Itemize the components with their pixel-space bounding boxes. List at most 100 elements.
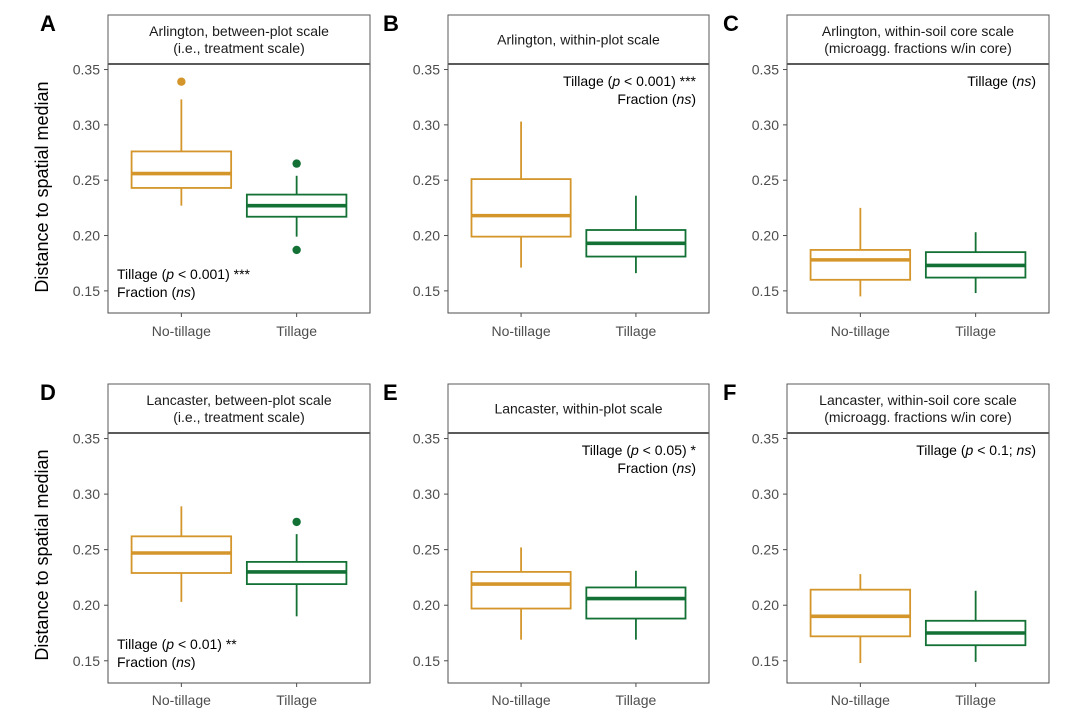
stat-annotation: Fraction (ns): [117, 654, 196, 670]
x-tick-label: No-tillage: [831, 323, 890, 339]
y-tick-label: 0.20: [73, 597, 100, 613]
panel-letter: C: [723, 11, 739, 36]
x-tick-label: Tillage: [955, 323, 996, 339]
panel-letter: D: [40, 380, 56, 405]
facet-title: Lancaster, between-plot scale: [146, 392, 331, 408]
x-tick-label: No-tillage: [492, 323, 551, 339]
box-no-tillage: [130, 77, 233, 206]
outlier-point: [177, 77, 186, 86]
y-tick-label: 0.35: [413, 62, 440, 78]
facet-title: (microagg. fractions w/in core): [824, 40, 1012, 56]
box-tillage: [245, 159, 348, 255]
panel-d: D Lancaster, between-plot scale(i.e., tre…: [40, 380, 371, 708]
x-tick-label: No-tillage: [831, 692, 890, 708]
box-iqr: [130, 150, 233, 189]
y-tick-label: 0.20: [73, 228, 100, 244]
stat-annotation: Fraction (ns): [617, 460, 696, 476]
x-tick-label: No-tillage: [152, 323, 211, 339]
y-tick-label: 0.30: [73, 486, 100, 502]
box-tillage: [585, 570, 687, 640]
y-tick-label: 0.15: [413, 283, 440, 299]
y-tick-label: 0.15: [73, 283, 100, 299]
box-tillage: [924, 590, 1027, 662]
stat-annotation: Tillage (p < 0.01) **: [117, 636, 237, 652]
x-tick-label: Tillage: [616, 692, 657, 708]
facet-strip: [786, 14, 1050, 65]
y-tick-label: 0.15: [413, 653, 440, 669]
y-tick-label: 0.25: [413, 172, 440, 188]
panel-b: B Arlington, within-plot scale 0.15 0.20 0.2…: [383, 11, 710, 339]
panel-f: F Lancaster, within-soil core scale(micro…: [723, 380, 1050, 708]
box-iqr: [585, 586, 687, 620]
y-tick-label: 0.35: [73, 62, 100, 78]
outlier-point: [292, 517, 301, 527]
facet-title: Arlington, between-plot scale: [149, 23, 329, 39]
y-tick-label: 0.30: [413, 486, 440, 502]
y-tick-label: 0.35: [73, 431, 100, 447]
panel-e: E Lancaster, within-plot scale 0.15 0.20 0.2…: [383, 380, 710, 708]
box-iqr: [470, 178, 572, 238]
y-tick-label: 0.30: [413, 117, 440, 133]
x-tick-label: No-tillage: [492, 692, 551, 708]
y-tick-label: 0.30: [752, 117, 779, 133]
y-tick-label: 0.30: [752, 486, 779, 502]
y-tick-label: 0.15: [752, 283, 779, 299]
box-iqr: [470, 570, 572, 610]
y-tick-label: 0.25: [413, 542, 440, 558]
y-tick-label: 0.30: [73, 117, 100, 133]
outlier-point: [292, 159, 301, 168]
y-tick-label: 0.15: [73, 653, 100, 669]
outlier-point: [292, 245, 301, 255]
facet-title: Lancaster, within-plot scale: [494, 401, 662, 417]
stat-annotation: Fraction (ns): [617, 91, 696, 107]
stat-annotation: Tillage (p < 0.001) ***: [563, 73, 697, 89]
box-no-tillage: [470, 121, 572, 268]
box-no-tillage: [470, 547, 572, 640]
box-iqr: [809, 588, 912, 638]
box-tillage: [585, 195, 687, 274]
box-iqr: [809, 249, 912, 281]
box-no-tillage: [809, 574, 912, 663]
y-tick-label: 0.35: [752, 431, 779, 447]
stat-annotation: Tillage (p < 0.1; ns): [916, 442, 1036, 458]
y-tick-label: 0.35: [752, 62, 779, 78]
box-no-tillage: [809, 207, 912, 297]
y-tick-label: 0.25: [752, 172, 779, 188]
y-tick-label: 0.20: [752, 597, 779, 613]
stat-annotation: Fraction (ns): [117, 284, 196, 300]
panel-letter: F: [723, 380, 736, 405]
y-tick-label: 0.25: [752, 542, 779, 558]
y-tick-label: 0.25: [73, 542, 100, 558]
facet-title: Arlington, within-plot scale: [497, 32, 660, 48]
stat-annotation: Tillage (p < 0.05) *: [582, 442, 697, 458]
facet-strip: [107, 383, 371, 434]
y-axis-label-bottom: Distance to spatial median: [32, 449, 52, 660]
facet-title: Lancaster, within-soil core scale: [819, 392, 1017, 408]
panel-letter: B: [383, 11, 399, 36]
facet-strip: [107, 14, 371, 65]
x-tick-label: Tillage: [276, 323, 317, 339]
y-tick-label: 0.20: [413, 597, 440, 613]
stat-annotation: Tillage (p < 0.001) ***: [117, 266, 251, 282]
facet-strip: [447, 383, 710, 434]
panel-a: A Arlington, between-plot scale(i.e., tre…: [40, 11, 371, 339]
y-tick-label: 0.20: [752, 228, 779, 244]
box-no-tillage: [130, 506, 233, 602]
panel-letter: E: [383, 380, 398, 405]
box-tillage: [924, 232, 1027, 294]
stat-annotation: Tillage (ns): [967, 73, 1036, 89]
facet-title: (i.e., treatment scale): [173, 40, 305, 56]
y-axis-label-top: Distance to spatial median: [32, 81, 52, 292]
facet-title: (microagg. fractions w/in core): [824, 409, 1012, 425]
y-tick-label: 0.15: [752, 653, 779, 669]
panels-container: A Arlington, between-plot scale(i.e., tre…: [40, 11, 1050, 708]
panel-c: C Arlington, within-soil core scale(micro…: [723, 11, 1050, 339]
x-tick-label: Tillage: [955, 692, 996, 708]
facet-strip: [447, 14, 710, 65]
x-tick-label: Tillage: [616, 323, 657, 339]
facet-title: (i.e., treatment scale): [173, 409, 305, 425]
x-tick-label: No-tillage: [152, 692, 211, 708]
box-tillage: [245, 517, 348, 617]
x-tick-label: Tillage: [276, 692, 317, 708]
